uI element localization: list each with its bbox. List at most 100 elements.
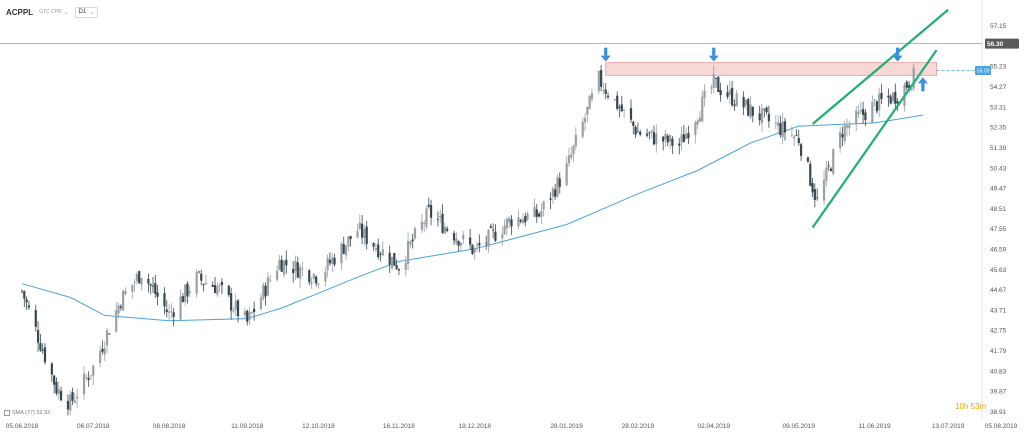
candle-body <box>310 282 313 284</box>
resistance-zone <box>605 62 938 76</box>
y-tick-label: 51.39 <box>990 145 1007 152</box>
symbol-label[interactable]: ACPPL <box>6 7 34 17</box>
candles-layer <box>20 63 915 416</box>
candle-body <box>147 278 150 284</box>
price-axis[interactable]: 57.15 55.23 54.27 53.31 52.35 51.39 50.43 49.47… <box>990 23 1007 416</box>
candle-body <box>294 260 297 272</box>
candle-body <box>590 93 594 100</box>
candle-body <box>103 348 106 355</box>
indicator-square-icon <box>4 410 10 416</box>
time-axis[interactable]: 05.06.2018 06.07.2018 08.08.2018 11.09.2018… <box>6 423 1018 430</box>
y-tick-label: 48.51 <box>990 206 1007 213</box>
candle-body <box>889 96 892 104</box>
candle-body <box>57 388 60 395</box>
candle-body <box>181 296 184 303</box>
candle-body <box>581 121 584 137</box>
y-tick-label: 41.79 <box>990 348 1007 355</box>
candle-body <box>439 215 442 218</box>
candle-body <box>269 279 272 281</box>
candle-body <box>427 204 430 207</box>
y-tick-label: 39.87 <box>990 389 1007 396</box>
candle-body <box>425 208 428 227</box>
candle-countdown: 10h 53m <box>955 402 987 411</box>
y-tick-label: 43.71 <box>990 307 1007 314</box>
x-tick-label: 11.06.2019 <box>859 423 891 430</box>
chevron-down-icon: ⌄ <box>89 9 95 16</box>
resistance-rect[interactable] <box>605 62 938 76</box>
candle-body <box>246 310 249 322</box>
candle-body <box>875 101 879 112</box>
candle-body <box>230 293 233 311</box>
candle-body <box>864 112 867 121</box>
candle-body <box>703 91 706 98</box>
candle-body <box>519 219 522 222</box>
candle-body <box>570 154 573 158</box>
sma-legend[interactable]: SMA (77) 52.92 <box>4 410 50 416</box>
candle-body <box>296 262 299 278</box>
candle-body <box>662 136 665 142</box>
candle-body <box>503 225 506 235</box>
candle-body <box>195 272 198 294</box>
candle-body <box>446 228 449 231</box>
last-price-tag <box>985 38 1019 49</box>
candle-body <box>855 110 858 125</box>
channel-upper-line[interactable] <box>811 8 949 125</box>
timeframe-dropdown[interactable]: D1 ⌄ <box>74 6 99 18</box>
candle-body <box>204 282 207 285</box>
candle-body <box>413 228 417 239</box>
candle-body <box>694 122 697 135</box>
candle-body <box>494 231 497 241</box>
price-line <box>0 43 982 71</box>
candle-body <box>880 93 883 99</box>
candle-body <box>131 284 134 292</box>
x-tick-label: 28.01.2019 <box>550 423 583 430</box>
sma-line[interactable] <box>21 114 923 322</box>
candle-body <box>471 244 474 254</box>
candle-body <box>533 206 536 217</box>
candle-body <box>200 273 203 281</box>
candle-body <box>894 91 897 104</box>
candle-body <box>71 392 74 401</box>
candle-body <box>358 222 361 229</box>
y-tick-label: 53.31 <box>990 104 1007 111</box>
candle-body <box>326 257 329 271</box>
candle-body <box>845 125 849 128</box>
support-arrow-icon <box>917 77 928 92</box>
candle-body <box>216 286 219 295</box>
candle-body <box>213 285 217 294</box>
chevron-down-icon: ⌄ <box>63 9 69 16</box>
y-tick-label: 54.27 <box>990 84 1007 91</box>
candle-body <box>397 269 400 271</box>
candle-body <box>645 133 649 136</box>
candle-body <box>388 252 391 265</box>
candle-body <box>393 253 396 266</box>
candle-body <box>420 221 423 230</box>
current-price-tag-text: 55.03 <box>977 68 990 74</box>
x-tick-label: 12.10.2018 <box>302 423 335 430</box>
candle-body <box>381 249 384 256</box>
candle-body <box>372 243 375 247</box>
candle-body <box>492 229 495 231</box>
channel-lower-line[interactable] <box>811 49 938 229</box>
candle-body <box>409 241 412 245</box>
arrows-layer <box>600 47 928 92</box>
candle-body <box>583 117 587 123</box>
candle-body <box>119 306 122 308</box>
candle-body <box>443 226 446 234</box>
candle-body <box>92 365 95 376</box>
candle-body <box>710 87 713 89</box>
candle-body <box>629 108 633 120</box>
candle-body <box>537 213 541 217</box>
candle-body <box>324 271 327 282</box>
candle-body <box>154 283 157 294</box>
candle-body <box>524 216 527 223</box>
current-price-tag <box>975 65 991 75</box>
x-tick-label: 08.08.2018 <box>153 423 186 430</box>
candle-body <box>843 125 846 142</box>
candle-body <box>896 101 899 104</box>
timezone-selector[interactable]: GTC CPR ⌄ <box>39 9 69 16</box>
candle-body <box>487 229 490 247</box>
candle-body <box>664 133 667 140</box>
y-tick-label: 50.43 <box>990 165 1007 172</box>
